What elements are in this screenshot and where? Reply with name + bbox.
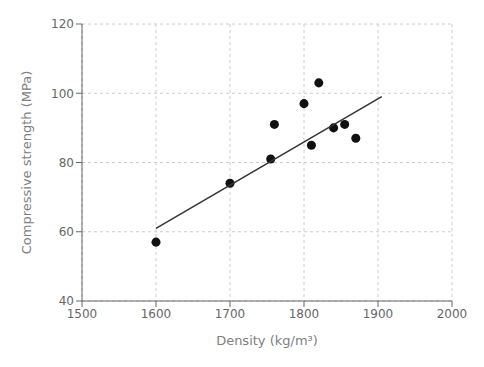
svg-text:1600: 1600 <box>141 307 172 321</box>
svg-text:120: 120 <box>51 17 74 31</box>
svg-text:1800: 1800 <box>289 307 320 321</box>
svg-text:1900: 1900 <box>363 307 394 321</box>
svg-text:1700: 1700 <box>215 307 246 321</box>
svg-text:80: 80 <box>59 156 74 170</box>
svg-text:100: 100 <box>51 87 74 101</box>
svg-text:60: 60 <box>59 225 74 239</box>
svg-text:Compressive strength (MPa): Compressive strength (MPa) <box>19 71 34 254</box>
svg-text:2000: 2000 <box>437 307 468 321</box>
svg-text:1500: 1500 <box>67 307 98 321</box>
svg-text:40: 40 <box>59 294 74 308</box>
svg-text:Density (kg/m³): Density (kg/m³) <box>216 333 318 348</box>
